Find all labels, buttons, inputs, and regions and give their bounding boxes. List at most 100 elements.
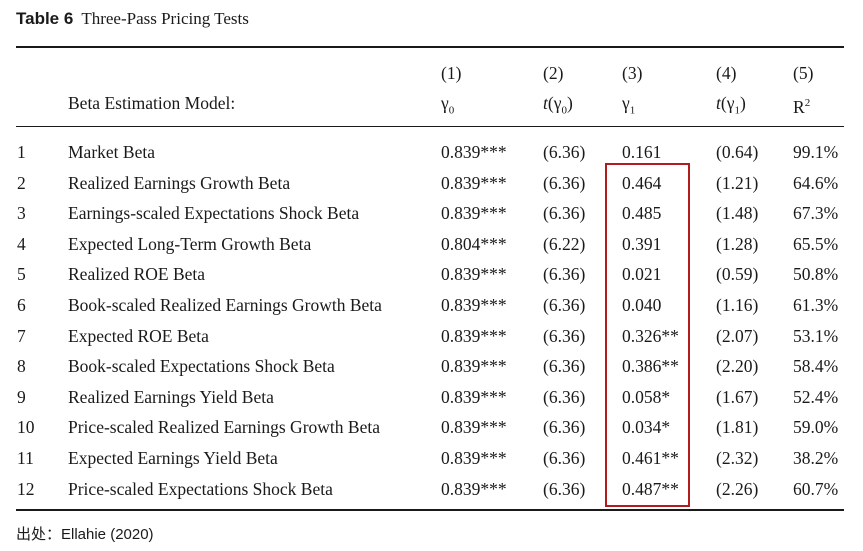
table-row: 5 Realized ROE Beta 0.839*** (6.36) 0.021 (0.… xyxy=(0,264,863,294)
gamma0-tstat: (6.36) xyxy=(543,203,586,224)
col-3-name: γ1 xyxy=(622,93,636,117)
model-name: Expected Earnings Yield Beta xyxy=(68,448,278,468)
table-row: 12 Price-scaled Expectations Shock Beta 0.… xyxy=(0,479,863,509)
table-title: Three-Pass Pricing Tests xyxy=(81,9,249,28)
gamma1-value: 0.058* xyxy=(622,386,671,407)
gamma0-value: 0.839*** xyxy=(441,203,507,224)
gamma1-tstat: (1.21) xyxy=(716,172,759,193)
gamma0-tstat: (6.22) xyxy=(543,233,586,254)
gamma1-tstat: (1.28) xyxy=(716,233,759,254)
table-label: Table 6 xyxy=(16,9,74,28)
gamma0-value: 0.839*** xyxy=(441,417,507,438)
gamma1-tstat: (1.81) xyxy=(716,417,759,438)
r-squared-value: 58.4% xyxy=(793,356,839,377)
top-rule xyxy=(16,46,844,48)
gamma0-value: 0.839*** xyxy=(441,356,507,377)
gamma1-value: 0.034* xyxy=(622,417,671,438)
model-name: Realized Earnings Growth Beta xyxy=(68,172,291,193)
model-name: Price-scaled Expectations Shock Beta xyxy=(68,478,333,499)
r-squared-value: 67.3% xyxy=(793,203,839,224)
gamma1-tstat: (1.67) xyxy=(716,386,759,407)
gamma0-value: 0.839*** xyxy=(441,142,507,162)
col-5-number: (5) xyxy=(793,63,814,83)
gamma1-tstat: (1.16) xyxy=(716,295,759,315)
gamma0-tstat: (6.36) xyxy=(543,386,586,407)
gamma1-value: 0.487** xyxy=(622,478,679,499)
model-name: Book-scaled Realized Earnings Growth Bet… xyxy=(68,295,382,315)
row-number: 10 xyxy=(17,417,35,438)
row-number: 7 xyxy=(17,325,26,346)
gamma0-value: 0.839*** xyxy=(441,172,507,193)
col-2-number: (2) xyxy=(543,63,564,83)
model-name: Market Beta xyxy=(68,142,155,162)
table-row: 9 Realized Earnings Yield Beta 0.839*** (6.… xyxy=(0,387,863,417)
bottom-rule xyxy=(16,509,844,511)
row-number: 8 xyxy=(17,356,26,377)
table-row: 1 Market Beta 0.839*** (6.36) 0.161 (0.64) 99.… xyxy=(0,142,863,172)
model-name: Expected ROE Beta xyxy=(68,325,209,346)
gamma0-value: 0.839*** xyxy=(441,264,507,285)
row-number: 11 xyxy=(17,448,34,468)
model-column-header: Beta Estimation Model: xyxy=(68,93,236,113)
gamma0-value: 0.839*** xyxy=(441,386,507,407)
gamma0-tstat: (6.36) xyxy=(543,417,586,438)
row-number: 3 xyxy=(17,203,26,224)
gamma1-value: 0.464 xyxy=(622,172,662,193)
col-1-number: (1) xyxy=(441,63,462,83)
gamma1-value: 0.386** xyxy=(622,356,679,377)
gamma1-tstat: (0.59) xyxy=(716,264,759,285)
table-row: 8 Book-scaled Expectations Shock Beta 0.83… xyxy=(0,356,863,386)
gamma0-tstat: (6.36) xyxy=(543,264,586,285)
gamma0-tstat: (6.36) xyxy=(543,295,586,315)
gamma1-value: 0.461** xyxy=(622,448,679,468)
col-1-name: γ0 xyxy=(441,93,455,117)
model-name: Expected Long-Term Growth Beta xyxy=(68,233,312,254)
gamma1-tstat: (1.48) xyxy=(716,203,759,224)
gamma0-tstat: (6.36) xyxy=(543,478,586,499)
r-squared-value: 99.1% xyxy=(793,142,839,162)
source-note: 出处：Ellahie (2020) xyxy=(16,526,154,543)
table-row: 11 Expected Earnings Yield Beta 0.839*** (6… xyxy=(0,448,863,478)
gamma1-tstat: (0.64) xyxy=(716,142,759,162)
gamma1-value: 0.161 xyxy=(622,142,662,162)
gamma0-value: 0.839*** xyxy=(441,478,507,499)
row-number: 4 xyxy=(17,233,26,254)
gamma1-value: 0.021 xyxy=(622,264,662,285)
gamma0-tstat: (6.36) xyxy=(543,448,586,468)
gamma1-tstat: (2.07) xyxy=(716,325,759,346)
r-squared-value: 65.5% xyxy=(793,233,839,254)
r-squared-value: 38.2% xyxy=(793,448,839,468)
table-row: 2 Realized Earnings Growth Beta 0.839*** (6… xyxy=(0,173,863,203)
gamma0-value: 0.839*** xyxy=(441,325,507,346)
row-number: 6 xyxy=(17,295,26,315)
header-rule xyxy=(16,126,844,127)
row-number: 5 xyxy=(17,264,26,285)
table-row: 10 Price-scaled Realized Earnings Growth … xyxy=(0,417,863,447)
model-name: Book-scaled Expectations Shock Beta xyxy=(68,356,335,377)
r-squared-value: 59.0% xyxy=(793,417,839,438)
r-squared-value: 52.4% xyxy=(793,386,839,407)
model-name: Earnings-scaled Expectations Shock Beta xyxy=(68,203,360,224)
gamma1-tstat: (2.20) xyxy=(716,356,759,377)
gamma1-value: 0.391 xyxy=(622,233,662,254)
model-name: Price-scaled Realized Earnings Growth Be… xyxy=(68,417,380,438)
table-row: 4 Expected Long-Term Growth Beta 0.804*** (… xyxy=(0,234,863,264)
gamma0-value: 0.839*** xyxy=(441,295,507,315)
gamma0-value: 0.804*** xyxy=(441,233,507,254)
col-2-name: t(γ0) xyxy=(543,93,573,117)
row-number: 9 xyxy=(17,386,26,407)
col-5-name: R2 xyxy=(793,96,811,117)
col-3-number: (3) xyxy=(622,63,643,83)
r-squared-value: 60.7% xyxy=(793,478,839,499)
table-caption: Table 6 Three-Pass Pricing Tests xyxy=(16,9,249,29)
model-name: Realized Earnings Yield Beta xyxy=(68,386,274,407)
gamma0-tstat: (6.36) xyxy=(543,356,586,377)
row-number: 1 xyxy=(17,142,26,162)
col-4-name: t(γ1) xyxy=(716,93,746,117)
gamma0-tstat: (6.36) xyxy=(543,325,586,346)
gamma1-value: 0.326** xyxy=(622,325,679,346)
col-4-number: (4) xyxy=(716,63,737,83)
r-squared-value: 53.1% xyxy=(793,325,839,346)
gamma1-value: 0.485 xyxy=(622,203,662,224)
gamma1-tstat: (2.32) xyxy=(716,448,759,468)
